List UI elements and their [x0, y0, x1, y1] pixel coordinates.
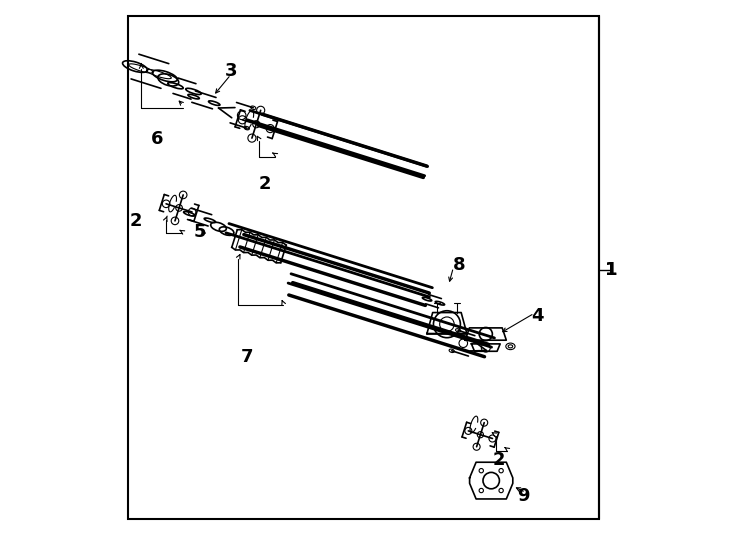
- Text: 2: 2: [493, 451, 506, 469]
- Text: 6: 6: [151, 130, 164, 148]
- Bar: [128, 16, 599, 519]
- Text: 5: 5: [193, 223, 206, 241]
- Text: 9: 9: [517, 487, 530, 505]
- Text: 3: 3: [225, 62, 237, 80]
- Text: 4: 4: [531, 307, 543, 325]
- Text: 2: 2: [258, 174, 271, 193]
- Text: 1: 1: [605, 261, 617, 279]
- Text: 2: 2: [130, 212, 142, 231]
- Text: 7: 7: [241, 348, 253, 367]
- Text: 1: 1: [605, 261, 617, 279]
- Text: 8: 8: [452, 255, 465, 274]
